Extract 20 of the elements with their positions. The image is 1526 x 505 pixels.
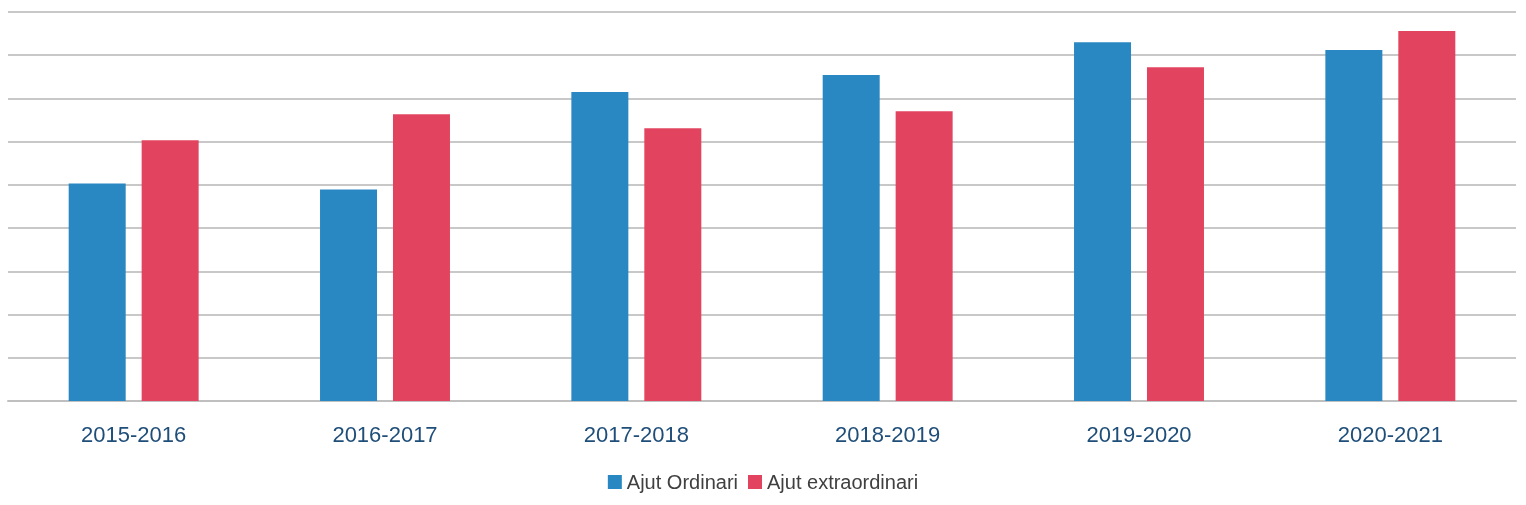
bar (320, 189, 378, 401)
bar (1325, 49, 1383, 401)
bar (895, 111, 953, 401)
bar (1398, 31, 1456, 401)
x-tick-label: 2020-2021 (1337, 421, 1443, 447)
bar (141, 140, 199, 401)
bar (1146, 67, 1204, 401)
bar (822, 75, 880, 401)
x-tick-label: 2016-2017 (332, 421, 438, 447)
x-tick-label: 2018-2019 (835, 421, 941, 447)
bar (644, 128, 702, 401)
bar (571, 92, 629, 401)
x-tick-label: 2019-2020 (1086, 421, 1192, 447)
x-tick-label: 2017-2018 (583, 421, 689, 447)
legend-label: Ajut Ordinari (626, 471, 738, 493)
bar (392, 114, 450, 401)
legend-label: Ajut extraordinari (766, 471, 919, 493)
bar (1074, 42, 1132, 401)
x-tick-label: 2015-2016 (81, 421, 187, 447)
bar (68, 183, 126, 401)
